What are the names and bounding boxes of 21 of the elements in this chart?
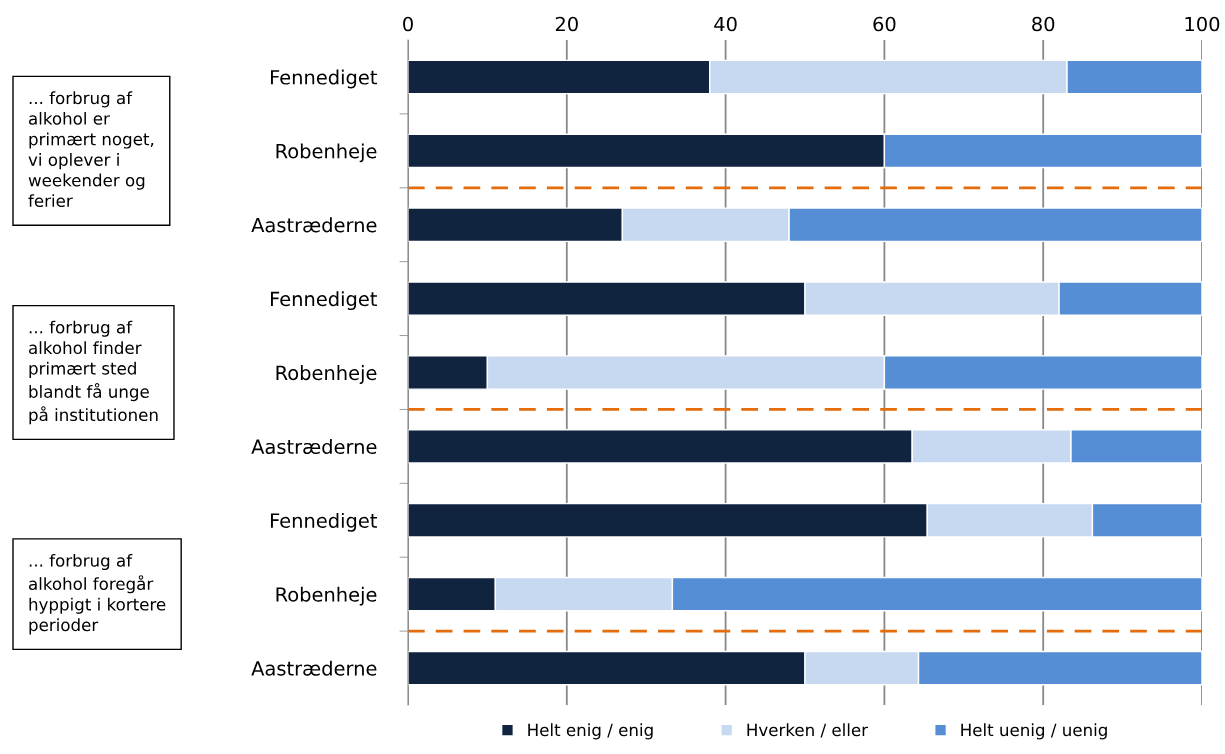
text: ... forbrug af alkohol finder primært sted blandt få unge på institutionen xyxy=(29,320,158,425)
y-tick-label: Robenheje xyxy=(276,143,377,163)
y-tick-label: Fennediget xyxy=(270,291,377,311)
x-tick-label: 60 xyxy=(873,16,896,32)
y-tick-label: Fennediget xyxy=(270,69,377,89)
x-tick-label: 80 xyxy=(1032,16,1055,32)
x-tick-label: 0 xyxy=(403,16,413,32)
text: ... forbrug af alkohol er primært noget, vi oplever i weekender og ferier xyxy=(28,91,154,208)
y-tick-label: Aastræderne xyxy=(251,660,377,676)
y-tick-label: Robenheje xyxy=(276,586,377,606)
legend-label: Helt enig / enig xyxy=(528,723,653,740)
x-tick-label: 20 xyxy=(555,16,578,32)
x-tick-label: 100 xyxy=(1185,16,1220,32)
legend-label: Helt uenig / uenig xyxy=(961,723,1107,740)
y-tick-label: Aastræderne xyxy=(251,439,377,455)
text: ... forbrug af alkohol foregår hyppigt i kortere perioder xyxy=(29,553,166,635)
legend-label: Hverken / eller xyxy=(747,723,869,738)
y-tick-label: Robenheje xyxy=(276,365,377,384)
y-tick-label: Aastræderne xyxy=(251,217,377,233)
x-tick-label: 40 xyxy=(714,16,737,32)
y-tick-label: Fennediget xyxy=(270,512,377,532)
